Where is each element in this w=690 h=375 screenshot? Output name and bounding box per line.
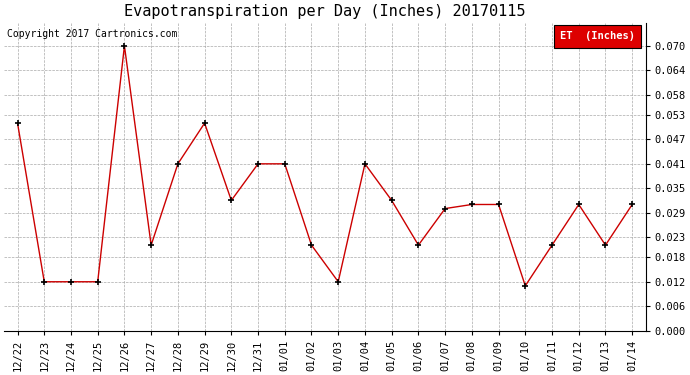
FancyBboxPatch shape	[555, 25, 641, 48]
Text: Copyright 2017 Cartronics.com: Copyright 2017 Cartronics.com	[8, 29, 178, 39]
Text: ET  (Inches): ET (Inches)	[560, 31, 635, 41]
Title: Evapotranspiration per Day (Inches) 20170115: Evapotranspiration per Day (Inches) 2017…	[124, 4, 526, 19]
